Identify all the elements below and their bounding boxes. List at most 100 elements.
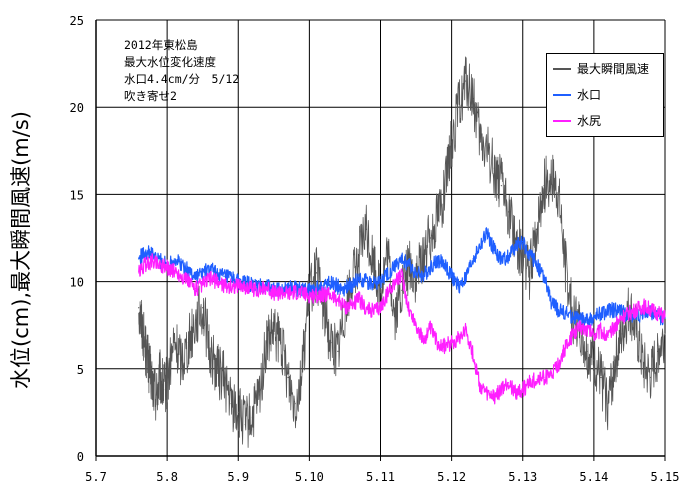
series-1-point (564, 312, 567, 314)
series-2-point (394, 281, 396, 283)
series-0-point (358, 254, 360, 257)
series-2-point (415, 324, 417, 326)
series-1-point (550, 301, 552, 304)
series-1-point (571, 315, 574, 318)
series-1-point (145, 251, 147, 253)
legend: 最大瞬間風速 水口 水尻 (546, 53, 664, 137)
series-0-point (458, 106, 460, 108)
series-2-point (223, 284, 225, 286)
series-1-point (379, 281, 382, 283)
legend-item-inlet: 水口 (553, 86, 601, 103)
legend-swatch-wind (553, 67, 571, 70)
series-0-point (251, 417, 254, 419)
series-2-point (166, 267, 168, 269)
series-1-point (500, 260, 503, 262)
series-2-point (614, 324, 616, 326)
series-1-point (493, 249, 495, 251)
y-tick-label: 10 (70, 276, 84, 290)
series-2-point (387, 293, 389, 295)
series-line-2 (138, 253, 666, 405)
series-1-point (337, 286, 339, 288)
series-0-point (372, 263, 374, 265)
series-1-point (358, 277, 360, 279)
series-1-point (415, 272, 417, 274)
series-2-point (365, 308, 367, 311)
series-2-point (571, 335, 574, 337)
series-1-point (507, 254, 510, 257)
series-2-point (657, 312, 659, 314)
series-1-point (351, 284, 353, 286)
series-2-point (493, 396, 495, 398)
y-axis-label: 水位(cm),最大瞬間風速(m/s) (9, 111, 34, 389)
series-0-point (465, 80, 467, 82)
series-0-point (507, 211, 510, 213)
series-1-point (522, 240, 524, 243)
series-1-point (515, 246, 517, 248)
series-0-point (166, 382, 168, 384)
series-2-point (187, 281, 190, 283)
series-0-point (337, 350, 339, 352)
legend-label-inlet: 水口 (577, 88, 602, 102)
series-2-point (458, 336, 460, 339)
series-0-point (209, 350, 211, 352)
series-0-point (230, 403, 232, 405)
series-0-point (564, 263, 567, 265)
series-0-point (586, 350, 588, 352)
series-0-point (600, 376, 602, 379)
series-0-point (294, 403, 296, 405)
series-2-point (266, 286, 268, 288)
series-0-point (429, 237, 431, 239)
series-0-point (301, 368, 303, 370)
series-2-point (401, 275, 403, 277)
series-0-point (330, 342, 332, 344)
series-0-point (422, 254, 424, 257)
series-2-point (301, 293, 303, 295)
series-1-point (330, 281, 332, 283)
series-0-point (557, 193, 559, 195)
series-0-point (223, 376, 225, 379)
series-2-point (173, 270, 175, 272)
series-0-point (607, 403, 609, 405)
series-2-point (564, 347, 567, 349)
y-axis-label-container: 水位(cm),最大瞬間風速(m/s) (0, 40, 40, 460)
series-2-point (507, 382, 510, 384)
series-1-point (216, 272, 218, 274)
series-2-point (258, 289, 261, 291)
series-1-point (209, 268, 211, 270)
series-0-point (664, 333, 666, 335)
series-0-point (493, 167, 495, 169)
series-2-point (408, 308, 410, 311)
series-2-point (351, 303, 353, 305)
annotation-line-2: 最大水位変化速度 (124, 55, 216, 69)
series-2-point (287, 293, 289, 295)
series-2-point (230, 286, 232, 288)
series-1-point (266, 284, 268, 286)
series-2-point (159, 263, 161, 265)
x-tick-label: 5.12 (437, 470, 466, 484)
series-0-point (536, 228, 538, 230)
series-1-point (593, 317, 595, 319)
series-0-point (258, 394, 261, 396)
series-0-point (451, 141, 453, 143)
series-2-point (429, 328, 431, 330)
series-1-point (472, 258, 474, 260)
series-2-point (607, 336, 609, 339)
series-2-point (145, 263, 147, 265)
legend-label-outlet: 水尻 (577, 114, 602, 128)
series-2-point (202, 284, 204, 286)
series-2-point (515, 392, 517, 394)
y-tick-label: 20 (70, 101, 84, 115)
series-1-point (422, 275, 424, 277)
series-1-point (180, 263, 182, 265)
series-1-point (479, 246, 481, 248)
series-0-point (529, 272, 531, 274)
series-2-point (237, 284, 239, 286)
series-2-point (557, 364, 559, 366)
series-1-point (223, 275, 225, 277)
series-2-point (152, 260, 154, 262)
series-0-point (280, 342, 282, 344)
series-2-point (550, 375, 552, 377)
series-1-point (436, 260, 438, 262)
series-0-point (152, 385, 154, 387)
series-2-point (216, 281, 218, 283)
